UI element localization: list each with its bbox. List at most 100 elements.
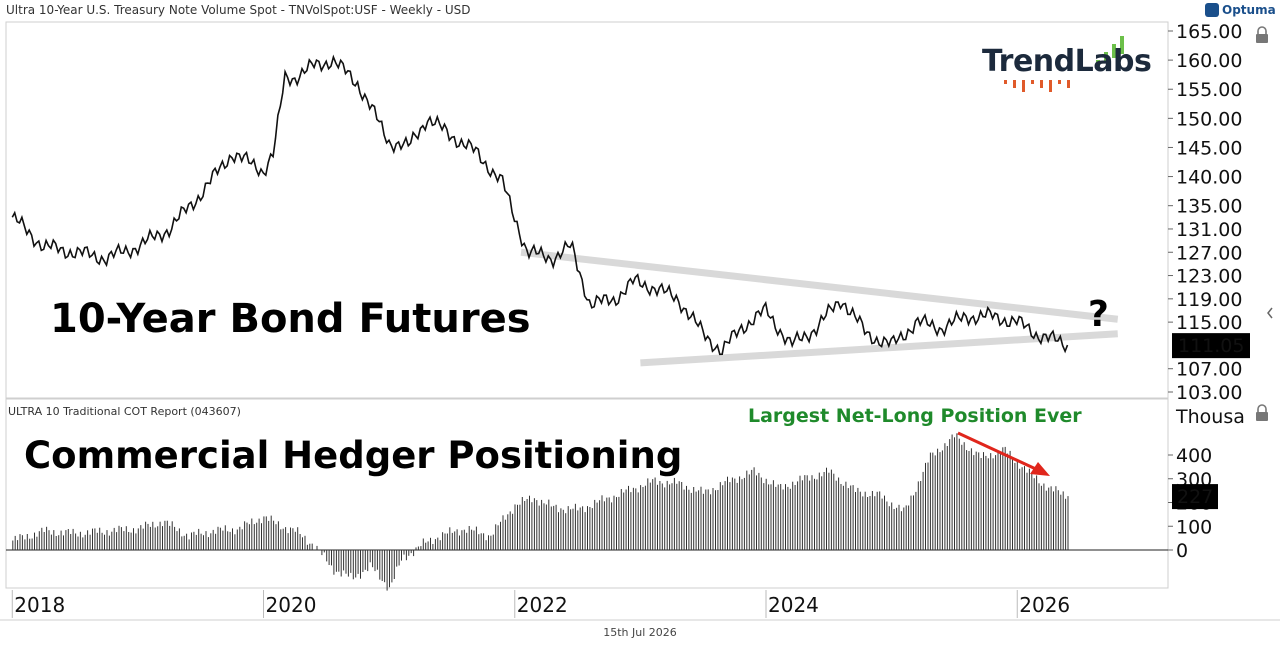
cot-bar xyxy=(835,480,837,550)
cot-bar xyxy=(137,528,139,550)
cot-bar xyxy=(838,477,840,550)
cot-bar xyxy=(1067,496,1069,550)
cot-bar xyxy=(164,520,166,550)
cot-bar xyxy=(896,507,898,550)
cot-bar xyxy=(956,433,958,550)
cot-bar xyxy=(780,484,782,550)
price-panel-frame xyxy=(5,21,1169,399)
cot-bar xyxy=(929,452,931,550)
cot-bar xyxy=(234,534,236,550)
cot-bar xyxy=(297,527,299,550)
cot-bar xyxy=(434,539,436,550)
price-y-tick-label: 160.00 xyxy=(1176,50,1242,72)
cot-bar xyxy=(31,538,33,550)
cot-bar xyxy=(14,535,16,550)
cot-bar xyxy=(504,519,506,550)
trendlabs-watermark: TrendLabs xyxy=(982,44,1152,79)
price-y-tick-label: 119.00 xyxy=(1176,289,1242,311)
price-chart-title: Ultra 10-Year U.S. Treasury Note Volume … xyxy=(6,3,471,17)
cot-bar xyxy=(611,502,613,550)
cot-bar xyxy=(12,540,14,550)
cot-bar xyxy=(1033,478,1035,550)
cot-bar xyxy=(594,499,596,550)
cot-bar xyxy=(239,526,241,550)
cot-bar xyxy=(362,550,364,572)
cot-bar xyxy=(512,513,514,550)
cot-bar xyxy=(219,527,221,550)
cot-bar xyxy=(70,534,72,550)
axes: 165.00 160.00 155.00 150.00 145.00 140.00 135.… xyxy=(11,21,1273,618)
cot-bar xyxy=(19,534,21,550)
cot-bar xyxy=(572,508,574,550)
cot-bar xyxy=(514,504,516,550)
cot-bar xyxy=(770,484,772,550)
cot-bar xyxy=(1009,450,1011,550)
trendlabs-tick-icon xyxy=(1040,80,1043,88)
cot-bar xyxy=(799,475,801,550)
cot-bar xyxy=(526,499,528,550)
cot-bar xyxy=(203,535,204,550)
cot-bar xyxy=(198,528,200,550)
cot-bar xyxy=(338,550,340,572)
cot-bar xyxy=(36,536,38,550)
cot-bar xyxy=(123,531,125,550)
cot-bar xyxy=(55,536,57,550)
trendlabs-tick-icon xyxy=(1058,80,1061,84)
cot-bar xyxy=(951,434,953,550)
cot-bar xyxy=(495,524,497,550)
cot-bar xyxy=(108,535,110,550)
price-last-value-label: 111.05 xyxy=(1178,335,1244,357)
trendlabs-tick-icon xyxy=(1067,80,1070,88)
cot-bar xyxy=(862,496,864,550)
cot-bar xyxy=(999,454,1001,550)
cot-bar xyxy=(524,501,526,550)
cot-bar xyxy=(379,550,381,580)
cot-bar xyxy=(1014,462,1016,550)
annotation-arrow xyxy=(957,36,1124,476)
channel-lines xyxy=(520,248,1119,367)
cot-bar xyxy=(205,531,207,550)
cot-bar xyxy=(87,530,89,550)
cot-bar xyxy=(328,550,330,565)
cot-bar xyxy=(408,550,410,556)
question-mark: ? xyxy=(1088,294,1109,335)
cot-bar xyxy=(497,525,499,550)
cot-bar xyxy=(763,483,765,550)
cot-bar xyxy=(507,514,509,550)
lock-icon xyxy=(1256,26,1268,43)
cot-bar xyxy=(65,530,67,550)
cot-bar xyxy=(821,476,823,550)
cot-bar xyxy=(1048,487,1050,550)
cot-bar xyxy=(104,534,105,550)
cot-bar xyxy=(724,481,726,550)
x-tick-label: 2022 xyxy=(517,593,568,617)
cot-bar xyxy=(917,481,919,550)
cot-bar xyxy=(700,486,702,550)
cot-bar xyxy=(739,476,741,550)
cot-bar xyxy=(258,518,260,550)
cot-bar xyxy=(323,550,325,553)
cot-bar xyxy=(695,491,697,550)
cot-bar xyxy=(275,524,277,550)
cot-bar xyxy=(401,550,402,561)
cot-bar xyxy=(316,545,318,550)
date-label: 15th Jul 2026 xyxy=(603,626,677,639)
cot-bar xyxy=(1024,466,1025,550)
red-arrow-head xyxy=(1030,462,1050,476)
cot-bar xyxy=(367,550,369,572)
cot-bar xyxy=(729,482,731,550)
cot-bar xyxy=(538,505,540,550)
hedger-positioning-label: Commercial Hedger Positioning xyxy=(24,434,683,477)
cot-bar xyxy=(922,471,924,550)
cot-bar xyxy=(543,503,545,550)
x-tick-label: 2020 xyxy=(266,593,317,617)
cot-bar xyxy=(369,550,371,563)
cot-bar xyxy=(162,526,163,550)
cot-bar xyxy=(867,497,869,550)
cot-bar xyxy=(794,485,796,550)
cot-bar xyxy=(256,522,258,550)
cot-bar xyxy=(58,535,60,550)
cot-last-value-box xyxy=(1172,484,1218,510)
optuma-brand-text: Optuma xyxy=(1222,3,1276,17)
cot-bar xyxy=(591,508,593,550)
